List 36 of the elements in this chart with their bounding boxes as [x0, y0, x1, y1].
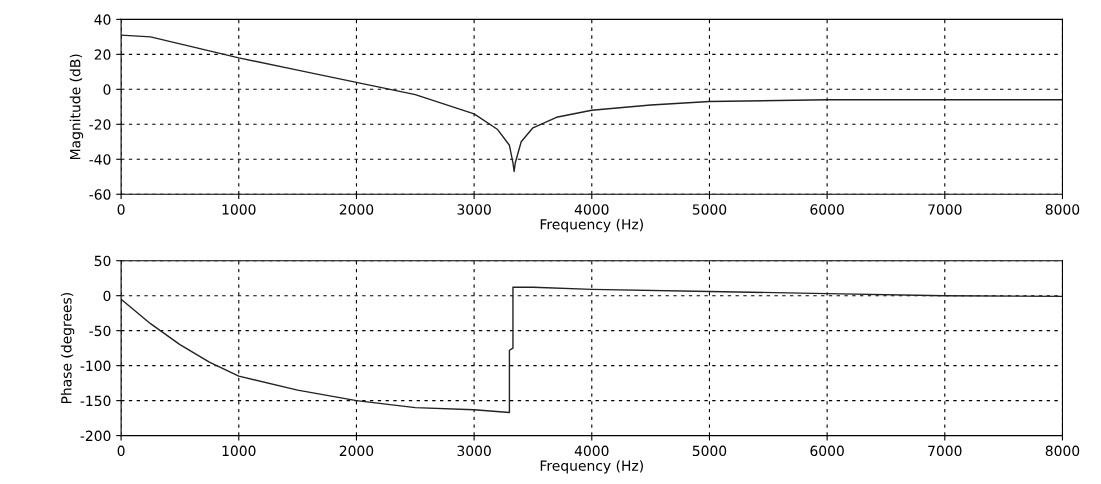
line-series — [121, 34, 1063, 173]
x-axis-title: Frequency (Hz) — [540, 218, 643, 233]
x-tick-label: 3000 — [457, 445, 491, 457]
x-tick-label: 6000 — [810, 204, 844, 215]
x-tick-label: 0 — [117, 445, 125, 457]
y-axis-title: Magnitude (dB) — [69, 54, 84, 160]
y-tick-label: -60 — [89, 189, 111, 200]
y-tick-label: 20 — [94, 49, 111, 60]
x-tick-label: 5000 — [692, 204, 727, 215]
x-tick-label: 2000 — [339, 204, 374, 215]
y-tick-label: 50 — [94, 255, 111, 267]
x-tick-label: 1000 — [222, 204, 256, 215]
x-tick-label: 0 — [117, 204, 125, 215]
y-tick-label: -100 — [80, 360, 111, 372]
y-tick-label: 0 — [103, 290, 111, 302]
y-tick-label: -40 — [89, 154, 111, 165]
x-tick-label: 3000 — [457, 204, 491, 215]
x-tick-label: 2000 — [339, 445, 374, 457]
x-tick-label: 6000 — [810, 445, 844, 457]
y-tick-label: 0 — [103, 84, 111, 95]
x-axis-title: Frequency (Hz) — [540, 460, 643, 474]
x-tick-label: 8000 — [1045, 445, 1080, 457]
y-tick-label: -50 — [89, 325, 111, 337]
x-tick-label: 5000 — [692, 445, 727, 457]
y-tick-label: -150 — [80, 395, 111, 407]
y-tick-label: 40 — [94, 14, 111, 25]
x-tick-label: 7000 — [928, 204, 962, 215]
x-tick-label: 4000 — [574, 204, 609, 215]
x-tick-label: 8000 — [1045, 204, 1080, 215]
y-tick-label: -20 — [89, 119, 111, 130]
x-tick-label: 1000 — [222, 445, 256, 457]
line-series — [121, 286, 1063, 414]
x-tick-label: 7000 — [928, 445, 962, 457]
x-tick-label: 4000 — [574, 445, 609, 457]
y-axis-title: Phase (degrees) — [60, 293, 75, 404]
y-tick-label: -200 — [80, 430, 111, 442]
